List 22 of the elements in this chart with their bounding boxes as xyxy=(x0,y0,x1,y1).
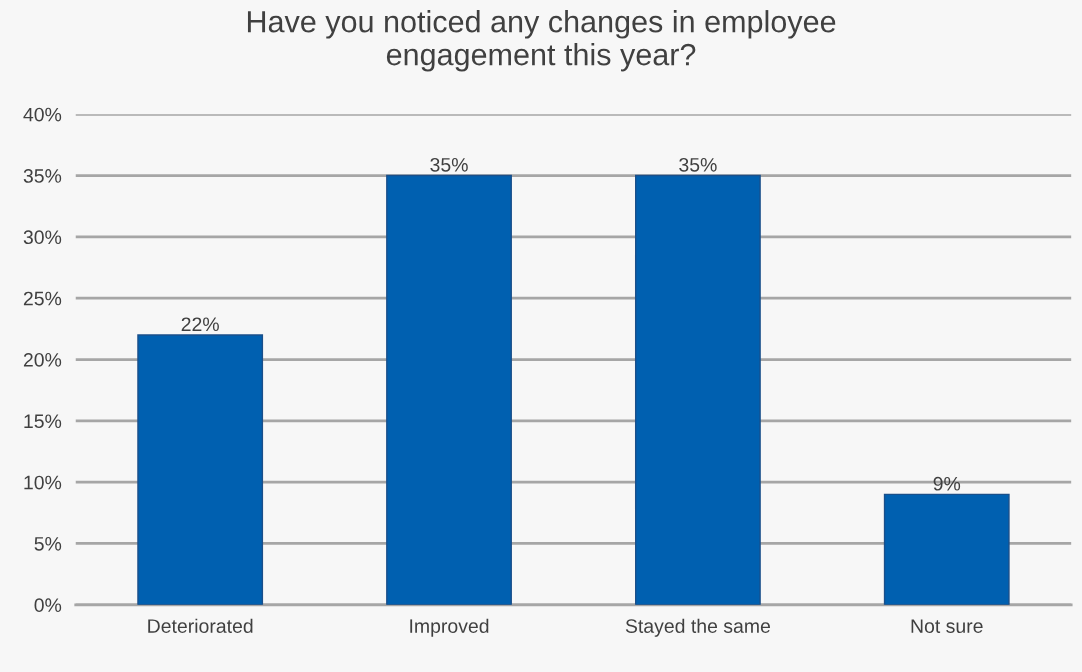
x-tick-label: Not sure xyxy=(911,619,983,633)
y-tick-label: 35% xyxy=(23,169,62,183)
y-tick-label: 5% xyxy=(34,537,62,551)
data-label: 35% xyxy=(679,157,717,172)
x-tick-label: Improved xyxy=(410,618,489,637)
chart-title: Have you noticed any changes in employee engagement this year? xyxy=(247,10,836,72)
y-tick-label: 30% xyxy=(23,230,62,245)
data-label: 22% xyxy=(181,317,219,332)
bar xyxy=(883,493,1010,605)
y-tick-label: 15% xyxy=(24,414,62,429)
y-tick-label: 20% xyxy=(23,352,62,367)
bar xyxy=(634,174,761,605)
bar xyxy=(386,174,512,605)
x-tick-label: Stayed the same xyxy=(625,618,770,637)
y-tick-label: 40% xyxy=(23,107,62,122)
y-tick-label: 25% xyxy=(23,291,62,306)
y-tick-label: 10% xyxy=(24,475,62,490)
x-tick-label: Deteriorated xyxy=(148,618,253,633)
data-label: 9% xyxy=(933,476,961,491)
y-tick-label: 0% xyxy=(34,598,62,613)
bar xyxy=(137,334,264,605)
data-label: 35% xyxy=(430,157,468,172)
